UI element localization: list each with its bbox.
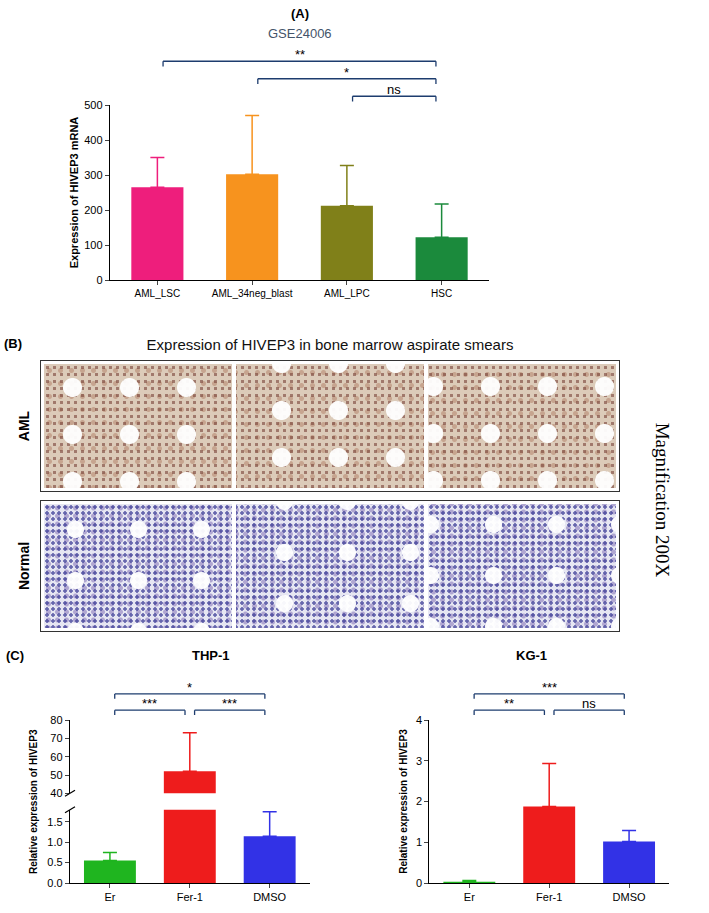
svg-text:**: **: [504, 696, 514, 711]
svg-text:***: ***: [222, 696, 237, 711]
svg-text:Er: Er: [464, 891, 475, 903]
svg-text:AML_LSC: AML_LSC: [135, 288, 181, 299]
svg-text:***: ***: [142, 696, 157, 711]
svg-text:0.5: 0.5: [47, 856, 62, 868]
svg-text:1.0: 1.0: [47, 836, 62, 848]
svg-text:DMSO: DMSO: [613, 891, 646, 903]
svg-text:1.5: 1.5: [47, 816, 62, 828]
svg-text:0: 0: [96, 274, 102, 286]
svg-text:***: ***: [542, 680, 557, 695]
svg-text:AML_LPC: AML_LPC: [324, 288, 370, 299]
svg-text:GSE24006: GSE24006: [268, 26, 332, 41]
svg-text:KG-1: KG-1: [516, 648, 547, 663]
html-text:Expression of HIVEP3 in bone m: Expression of HIVEP3 in bone marrow aspi…: [146, 336, 514, 353]
svg-text:Er: Er: [104, 891, 115, 903]
html-text:Magnification 200X: Magnification 200X: [652, 422, 673, 578]
svg-text:80: 80: [50, 714, 62, 726]
svg-text:(C): (C): [6, 648, 24, 663]
html-text:(B): (B): [4, 336, 22, 351]
svg-text:ns: ns: [582, 696, 596, 711]
svg-text:0: 0: [416, 877, 422, 889]
svg-text:0.0: 0.0: [47, 877, 62, 889]
svg-text:*: *: [344, 65, 349, 80]
svg-text:70: 70: [50, 732, 62, 744]
svg-text:50: 50: [50, 769, 62, 781]
svg-text:3: 3: [416, 755, 422, 767]
svg-text:300: 300: [84, 169, 102, 181]
svg-text:**: **: [295, 47, 305, 62]
html-text:AML: AML: [16, 410, 32, 442]
svg-text:1: 1: [416, 836, 422, 848]
svg-text:ns: ns: [387, 82, 401, 97]
svg-text:Fer-1: Fer-1: [177, 891, 203, 903]
svg-text:2: 2: [416, 795, 422, 807]
svg-text:Fer-1: Fer-1: [536, 891, 562, 903]
svg-text:500: 500: [84, 99, 102, 111]
svg-text:4: 4: [416, 714, 422, 726]
svg-text:HSC: HSC: [431, 288, 452, 299]
svg-text:400: 400: [84, 134, 102, 146]
svg-text:Relative expression of HIVEP3: Relative expression of HIVEP3: [28, 729, 39, 874]
svg-text:60: 60: [50, 751, 62, 763]
svg-text:Relative expression of HIVEP3: Relative expression of HIVEP3: [398, 729, 409, 874]
svg-text:(A): (A): [291, 6, 309, 21]
svg-text:Expression of HIVEP3 mRNA: Expression of HIVEP3 mRNA: [68, 117, 80, 269]
svg-text:DMSO: DMSO: [253, 891, 286, 903]
svg-text:THP-1: THP-1: [192, 648, 230, 663]
svg-text:AML_34neg_blast: AML_34neg_blast: [212, 288, 293, 299]
html-text:Normal: Normal: [16, 541, 32, 591]
svg-text:100: 100: [84, 239, 102, 251]
svg-text:*: *: [187, 680, 192, 695]
svg-text:40: 40: [50, 787, 62, 799]
svg-text:200: 200: [84, 204, 102, 216]
